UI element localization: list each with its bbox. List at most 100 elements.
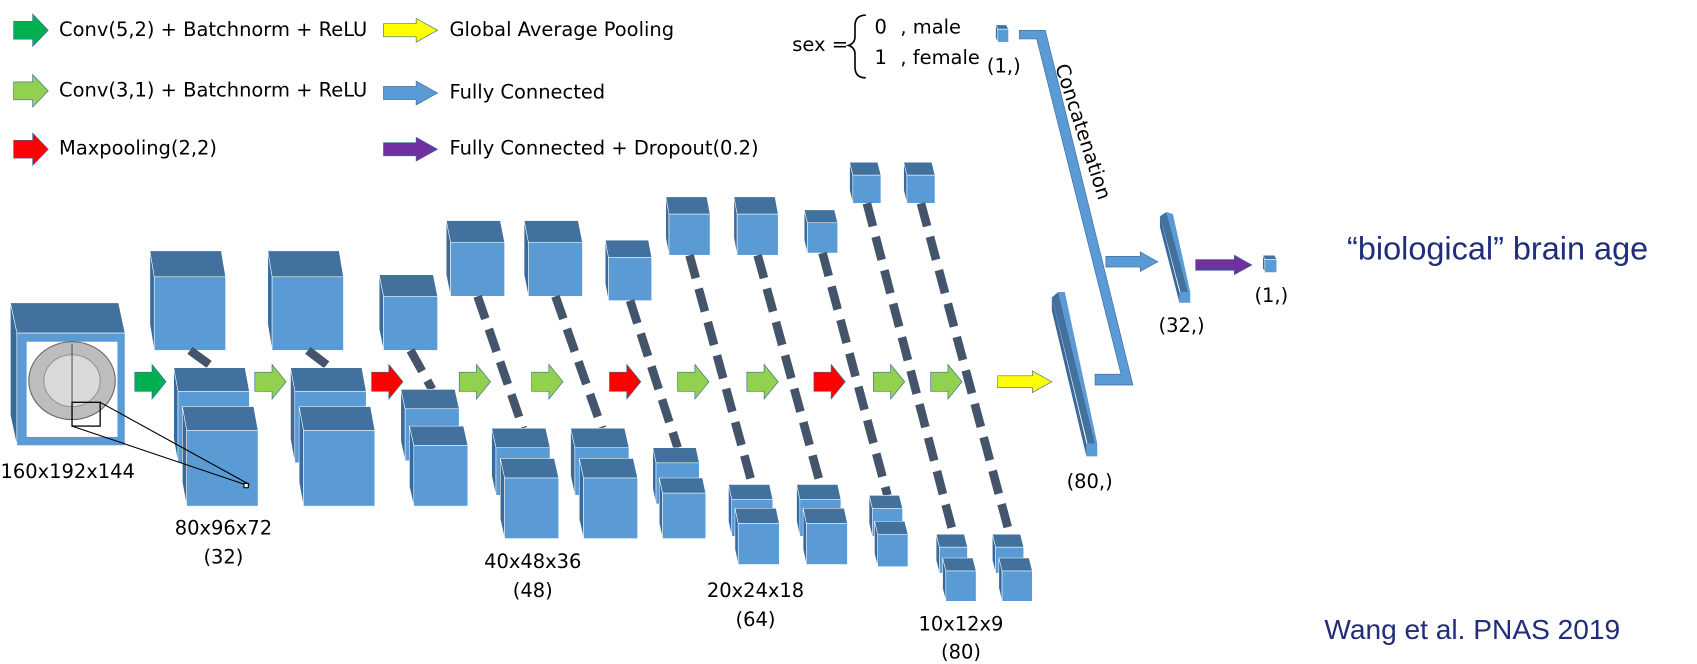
cube-front: [608, 257, 651, 300]
cube-front: [807, 223, 837, 253]
stage-size: 40x48x36: [484, 550, 581, 573]
operation-arrow: [459, 364, 490, 399]
cube-top: [797, 484, 841, 499]
fc-arrow: [1106, 252, 1158, 271]
cube-top: [659, 478, 706, 493]
page: {"legend": [ {"label": "Conv(5,2) + Batc…: [0, 0, 1697, 664]
cube-front: [451, 242, 505, 296]
cube-front: [907, 175, 935, 203]
output-shape: (80,): [1067, 470, 1113, 493]
cube-front: [528, 242, 582, 296]
cube-front: [878, 534, 908, 566]
cube-front: [737, 214, 778, 255]
cube-top: [174, 368, 250, 392]
cube-front: [303, 430, 374, 506]
sex-label: sex =: [792, 33, 848, 56]
cube-top: [804, 210, 838, 223]
cube-top: [379, 275, 437, 297]
stage-channels: (32): [203, 546, 243, 569]
connector: [411, 350, 433, 389]
cube-top: [874, 521, 908, 534]
stage-size: 80x96x72: [175, 516, 272, 539]
legend-label: Fully Connected: [449, 81, 605, 104]
cube-front: [669, 214, 710, 255]
sex-value: 0: [874, 16, 886, 39]
operation-arrow: [747, 364, 778, 399]
cube-front: [1265, 260, 1277, 273]
operation-arrow: [998, 371, 1052, 393]
connector: [190, 350, 214, 367]
cube-top: [10, 303, 125, 333]
cube-top: [943, 558, 977, 571]
sex-option: , female: [900, 46, 979, 69]
connector: [555, 296, 602, 428]
legend-arrow: [14, 75, 49, 107]
cube-top: [904, 162, 935, 175]
stage-size: 20x24x18: [707, 579, 804, 602]
cube-top: [735, 508, 779, 523]
operation-arrow: [532, 364, 563, 399]
network-shapes: [10, 14, 1276, 601]
cube-front: [414, 446, 468, 507]
output-shape: (1,): [1254, 284, 1288, 307]
stage-channels: (64): [736, 608, 776, 631]
cube-front: [1002, 571, 1032, 601]
cube-front: [946, 571, 976, 601]
cube-top: [728, 484, 772, 499]
stage-channels: (80): [941, 641, 981, 664]
cube-top: [268, 251, 344, 277]
cube-top: [666, 197, 710, 214]
stage-channels: (48): [513, 579, 553, 602]
cube-front: [154, 277, 225, 351]
cube-front: [806, 523, 847, 564]
cube-top: [999, 558, 1033, 571]
operation-arrow: [372, 364, 403, 399]
citation: Wang et al. PNAS 2019: [1324, 614, 1620, 645]
cube-top: [803, 508, 847, 523]
cube-front: [998, 29, 1009, 42]
cube-top: [869, 495, 903, 508]
legend-arrow: [14, 14, 49, 46]
feature-bar: [1086, 443, 1097, 456]
feature-bar: [1058, 292, 1097, 443]
operation-arrow: [255, 364, 286, 399]
stage-size: 160x192x144: [0, 460, 134, 483]
legend-arrow: [383, 137, 437, 161]
cube-top: [653, 448, 700, 463]
legend-arrow: [383, 18, 437, 42]
operation-arrow: [931, 364, 962, 399]
result-label: “biological” brain age: [1347, 230, 1648, 266]
cube-top: [492, 428, 550, 447]
cube-top: [299, 407, 375, 431]
cube-top: [579, 459, 637, 478]
legend-label: Fully Connected + Dropout(0.2): [449, 137, 758, 160]
connector: [308, 350, 331, 367]
voxel: [244, 483, 248, 487]
sex-value: 1: [874, 46, 886, 69]
cube-top: [571, 428, 629, 447]
connector: [630, 301, 678, 448]
operation-arrow: [610, 364, 641, 399]
cube-top: [734, 197, 778, 214]
feature-bar: [1179, 292, 1190, 303]
cube-front: [272, 277, 343, 351]
cube-top: [500, 459, 558, 478]
stage-size: 10x12x9: [919, 613, 1004, 636]
cube-top: [290, 368, 366, 392]
legend-label: Conv(3,1) + Batchnorm + ReLU: [59, 78, 367, 101]
operation-arrow: [678, 364, 709, 399]
brace: [849, 15, 866, 78]
connector: [921, 203, 1010, 534]
cube-front: [584, 478, 638, 539]
feature-bar: [1052, 292, 1095, 448]
connector: [478, 296, 523, 428]
legend-label: Conv(5,2) + Batchnorm + ReLU: [59, 18, 367, 41]
cube-front: [505, 478, 559, 539]
cube-top: [409, 426, 467, 445]
cube-top: [182, 407, 258, 431]
cube-front: [738, 523, 779, 564]
fc-dropout-arrow: [1196, 255, 1252, 274]
cube-top: [850, 162, 881, 175]
cube-front: [662, 493, 705, 538]
legend-arrow: [14, 133, 49, 165]
